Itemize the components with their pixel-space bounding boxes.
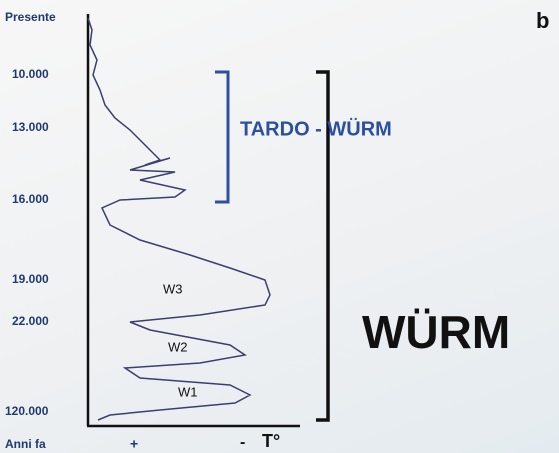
temp-axis-title: T° <box>262 431 280 451</box>
time-label: Presente <box>5 10 56 24</box>
time-label: 16.000 <box>12 192 49 206</box>
time-label: 22.000 <box>12 314 49 328</box>
late-glacial-label: TARDO - WÜRM <box>240 117 392 140</box>
time-label: 120.000 <box>5 404 49 418</box>
stadial-label: W3 <box>163 281 183 296</box>
stadial-label: W1 <box>178 384 198 399</box>
time-axis-title: Anni fa <box>5 437 46 451</box>
glacial-label: WÜRM <box>362 306 510 358</box>
glacial-bracket <box>316 70 330 422</box>
temp-plus: + <box>130 436 138 452</box>
time-label: 13.000 <box>12 120 49 134</box>
late-glacial-bracket <box>215 70 230 204</box>
time-label: 19.000 <box>12 272 49 286</box>
stadial-label: W2 <box>168 339 188 354</box>
temp-minus: - <box>240 434 245 451</box>
temperature-curve <box>87 17 271 421</box>
panel-letter: b <box>536 8 549 33</box>
time-label: 10.000 <box>12 67 49 81</box>
